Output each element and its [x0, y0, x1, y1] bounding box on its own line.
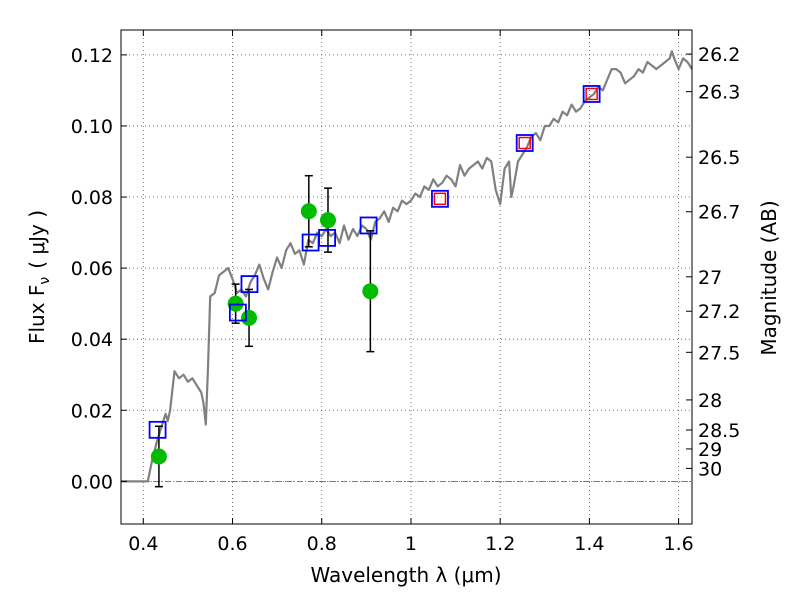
x-tick-label: 1.2 — [485, 533, 515, 555]
magnitude-axis-label: Magnitude (AB) — [757, 200, 781, 355]
x-tick-label: 1.6 — [664, 533, 694, 555]
magnitude-tick-label: 28.5 — [698, 420, 740, 442]
y-axis-label-unit: ( μJy ) — [25, 210, 49, 269]
y-tick-label: 0.06 — [71, 258, 113, 280]
model-photometry-box — [359, 216, 378, 235]
model-photometry-box — [318, 229, 336, 247]
magnitude-tick-label: 27.2 — [698, 301, 740, 323]
y-axis-label-sub: ν — [37, 277, 53, 285]
model-photometry-box — [515, 134, 534, 152]
extra-model-box — [585, 87, 598, 101]
y-axis: 0.00 0.02 0.04 0.06 0.08 0.10 0.12 — [71, 45, 127, 493]
magnitude-tick-label: 29 — [698, 439, 722, 461]
observed-point — [362, 283, 379, 300]
y-tick-label: 0.04 — [71, 329, 113, 351]
model-photometry-box — [228, 303, 247, 322]
extra-model-box — [433, 192, 447, 206]
magnitude-tick-label: 30 — [698, 458, 722, 480]
y-tick-label: 0.00 — [71, 471, 113, 493]
magnitude-tick-label: 26.5 — [698, 147, 740, 169]
magnitude-tick-label: 27 — [698, 267, 722, 289]
extra-model-box — [518, 136, 531, 150]
plot-area — [121, 50, 693, 488]
magnitude-tick-label: 26.7 — [698, 202, 740, 224]
y-tick-label: 0.08 — [71, 187, 113, 209]
magnitude-tick-label: 26.3 — [698, 82, 740, 104]
x-tick-label: 0.8 — [307, 533, 337, 555]
magnitude-tick-label: 28 — [698, 390, 722, 412]
model-photometry-box — [240, 275, 259, 294]
y-tick-label: 0.10 — [71, 116, 113, 138]
x-axis-label: Wavelength λ (μm) — [310, 563, 501, 587]
observed-point — [319, 212, 336, 229]
y-axis-label: Flux Fν ( μJy ) — [25, 210, 53, 344]
magnitude-tick-label: 26.2 — [698, 44, 740, 66]
x-tick-label: 1.4 — [574, 533, 604, 555]
x-tick-label: 0.4 — [128, 533, 158, 555]
model-photometry-box — [148, 420, 167, 439]
magnitude-tick-label: 27.5 — [698, 342, 740, 364]
y-axis-label-main: Flux F — [25, 285, 49, 344]
observed-point — [150, 448, 167, 465]
x-axis: 0.4 0.6 0.8 1 1.2 1.4 1.6 — [128, 30, 694, 555]
model-photometry-box — [431, 189, 449, 208]
y-tick-label: 0.12 — [71, 45, 113, 67]
observed-point — [300, 203, 317, 220]
observed-point — [241, 309, 258, 326]
y-tick-label: 0.02 — [71, 400, 113, 422]
x-tick-label: 1 — [405, 533, 417, 555]
model-photometry-box — [582, 85, 601, 103]
x-tick-label: 0.6 — [217, 533, 247, 555]
